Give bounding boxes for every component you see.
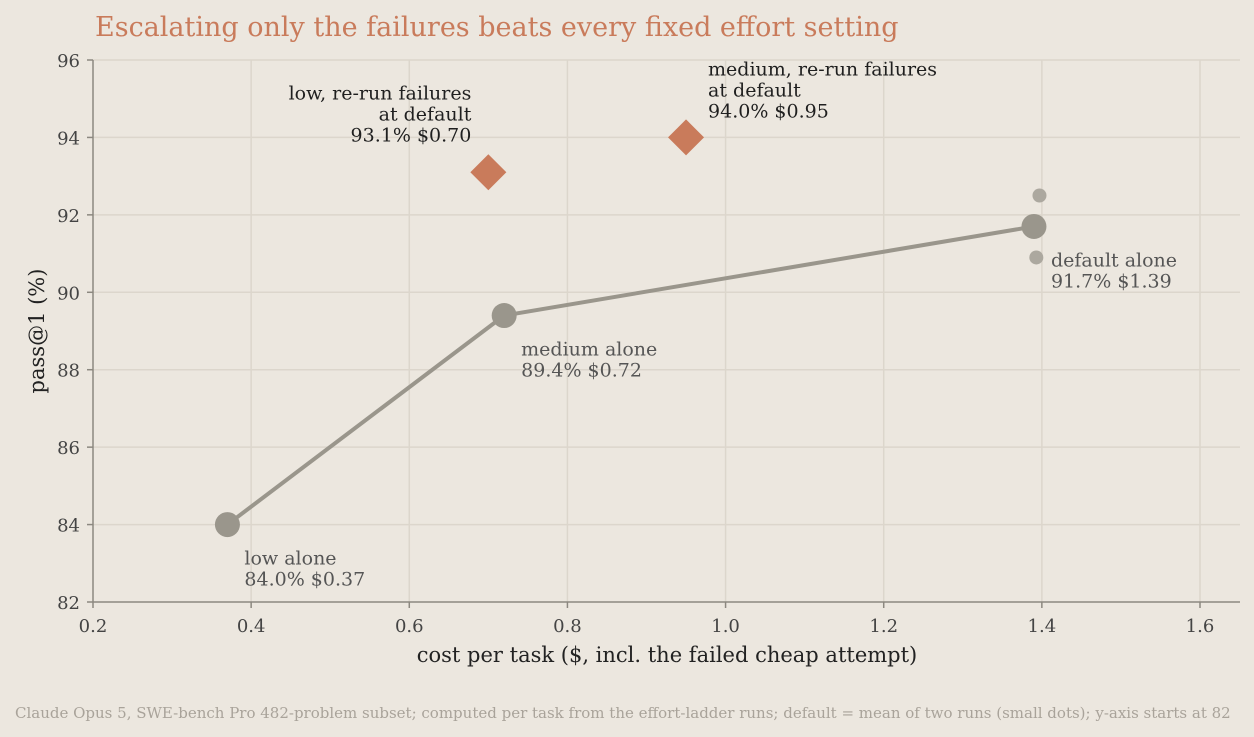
x-tick-label: 1.6 bbox=[1186, 616, 1215, 637]
axes-layer bbox=[93, 60, 1240, 602]
y-tick-label: 88 bbox=[57, 361, 80, 382]
fixed-effort-annotation: low alone bbox=[244, 548, 336, 570]
x-tick-label: 0.6 bbox=[395, 616, 424, 637]
y-tick-label: 96 bbox=[57, 51, 80, 72]
escalation-annotation: at default bbox=[379, 103, 472, 125]
escalation-annotation: low, re-run failures bbox=[289, 82, 472, 104]
y-tick-label: 82 bbox=[57, 593, 80, 614]
x-tick-label: 0.4 bbox=[237, 616, 266, 637]
fixed-effort-point bbox=[215, 512, 240, 537]
x-tick-label: 1.0 bbox=[711, 616, 740, 637]
y-tick-label: 92 bbox=[57, 206, 80, 227]
fixed-effort-annotation: 84.0% $0.37 bbox=[244, 569, 365, 591]
escalation-annotation: 93.1% $0.70 bbox=[351, 124, 472, 146]
fixed-effort-annotation: medium alone bbox=[521, 339, 657, 361]
series-layer bbox=[215, 119, 1047, 537]
escalation-annotation: 94.0% $0.95 bbox=[708, 100, 829, 122]
escalation-annotation: medium, re-run failures bbox=[708, 58, 937, 80]
fixed-effort-annotation: 89.4% $0.72 bbox=[521, 360, 642, 382]
x-tick-label: 1.4 bbox=[1028, 616, 1057, 637]
escalation-point bbox=[470, 154, 506, 190]
chart-title: Escalating only the failures beats every… bbox=[95, 12, 899, 43]
grid-layer bbox=[93, 60, 1240, 602]
y-tick-label: 84 bbox=[57, 516, 80, 537]
escalation-annotation: at default bbox=[708, 79, 801, 101]
y-axis-label: pass@1 (%) bbox=[25, 269, 49, 394]
fixed-effort-point bbox=[492, 303, 517, 328]
x-axis-label: cost per task ($, incl. the failed cheap… bbox=[417, 643, 918, 667]
x-tick-label: 1.2 bbox=[869, 616, 898, 637]
x-tick-label: 0.2 bbox=[79, 616, 108, 637]
fixed-effort-point bbox=[1021, 214, 1046, 239]
fixed-effort-annotation: default alone bbox=[1051, 249, 1177, 271]
y-tick-label: 90 bbox=[57, 283, 80, 304]
fixed-effort-annotation: 91.7% $1.39 bbox=[1051, 270, 1172, 292]
escalation-point bbox=[668, 119, 704, 155]
default-run-dot bbox=[1029, 250, 1043, 264]
x-tick-label: 0.8 bbox=[553, 616, 582, 637]
footnote: Claude Opus 5, SWE-bench Pro 482-problem… bbox=[15, 704, 1231, 722]
y-tick-label: 86 bbox=[57, 438, 80, 459]
default-run-dot bbox=[1032, 189, 1046, 203]
y-tick-label: 94 bbox=[57, 128, 80, 149]
